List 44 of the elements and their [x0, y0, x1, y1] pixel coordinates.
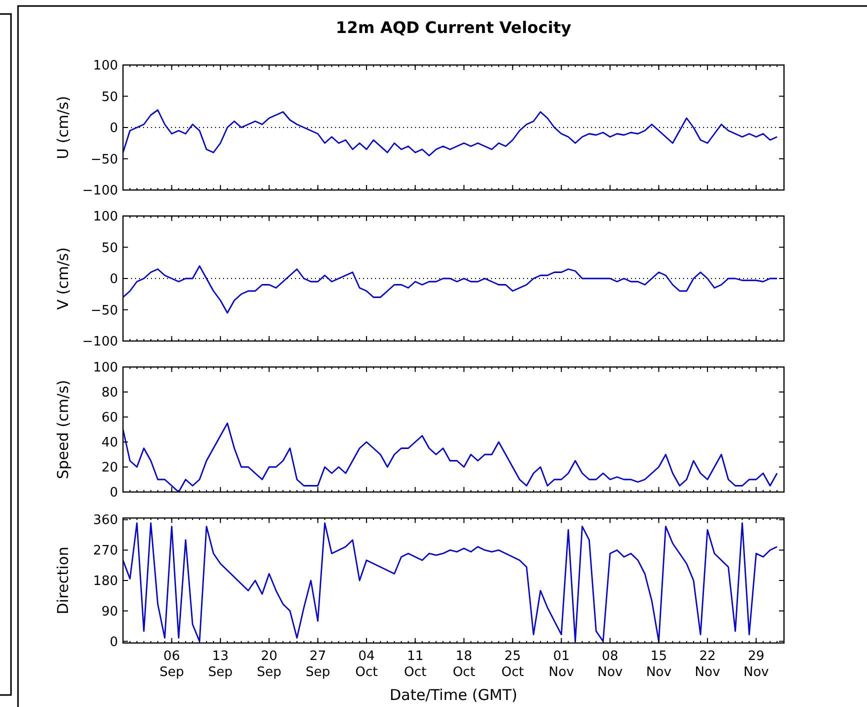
- x-tick-label: 18 Oct: [452, 649, 476, 680]
- x-tick-label: 01 Nov: [548, 649, 574, 680]
- y-tick-label: 0: [110, 486, 118, 500]
- y-tick-label: −100: [82, 334, 118, 350]
- y-tick-label: 80: [101, 386, 118, 400]
- y-tick-label: 60: [101, 410, 118, 426]
- x-tick-label: 11 Oct: [404, 649, 426, 680]
- y-tick-label: 0: [110, 121, 118, 136]
- y-tick-label: 100: [93, 58, 118, 74]
- y-axis-title: V (cm/s): [54, 247, 72, 310]
- y-axis-title: U (cm/s): [54, 96, 72, 160]
- chart-title: 12m AQD Current Velocity: [336, 18, 572, 37]
- x-tick-label: 20 Sep: [256, 649, 282, 680]
- y-axis-title: Direction: [54, 546, 72, 614]
- y-tick-label: −50: [90, 152, 118, 168]
- x-tick-label: 15 Nov: [646, 649, 672, 680]
- line-series: [122, 422, 778, 493]
- x-tick-label: 06 Sep: [159, 649, 184, 680]
- y-tick-label: 100: [93, 210, 118, 224]
- y-tick-label: 90: [101, 604, 118, 620]
- x-tick-label: 27 Sep: [306, 649, 330, 680]
- y-tick-label: 100: [93, 360, 118, 376]
- y-tick-label: 20: [101, 460, 118, 476]
- line-series: [122, 265, 778, 314]
- x-tick-label: 13 Sep: [208, 649, 233, 680]
- y-tick-label: 0: [110, 634, 118, 650]
- x-tick-label: 08 Nov: [597, 649, 624, 680]
- y-tick-label: −50: [90, 303, 118, 318]
- y-tick-label: 50: [101, 90, 118, 105]
- x-tick-label: 04 Oct: [355, 649, 378, 680]
- y-tick-label: −100: [82, 184, 118, 198]
- x-axis-title: Date/Time (GMT): [390, 686, 518, 704]
- x-tick-label: 22 Nov: [694, 649, 720, 680]
- line-series: [122, 109, 778, 156]
- y-tick-label: 50: [101, 240, 118, 256]
- y-tick-label: 270: [93, 544, 118, 559]
- x-tick-label: 29 Nov: [743, 649, 770, 680]
- y-tick-label: 180: [93, 574, 118, 589]
- y-tick-label: 360: [93, 513, 118, 528]
- y-tick-label: 40: [101, 436, 118, 450]
- line-series: [122, 522, 778, 642]
- x-tick-label: 25 Oct: [501, 649, 524, 680]
- y-axis-title: Speed (cm/s): [54, 380, 72, 480]
- y-tick-label: 0: [110, 272, 118, 287]
